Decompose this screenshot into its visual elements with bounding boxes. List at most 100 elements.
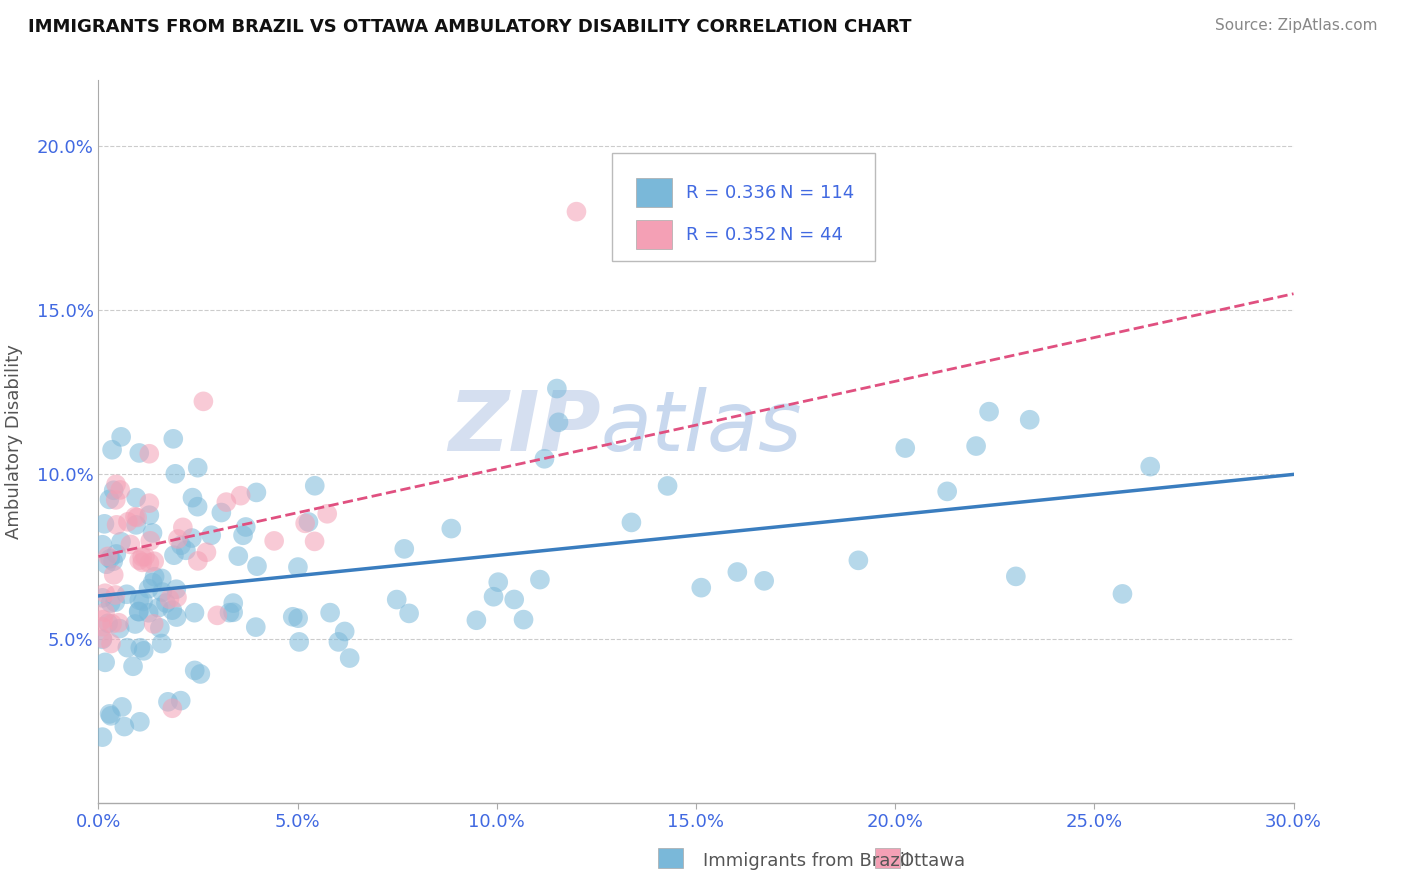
Point — [848, 553, 870, 567]
Point — [165, 582, 187, 597]
Point — [170, 538, 193, 552]
Point — [215, 495, 238, 509]
Point — [1018, 413, 1040, 427]
Point — [97, 616, 120, 631]
Point — [105, 547, 128, 561]
Point — [125, 517, 148, 532]
Point — [183, 664, 205, 678]
FancyBboxPatch shape — [613, 153, 876, 260]
Point — [108, 622, 131, 636]
Point — [316, 507, 339, 521]
Point — [1005, 569, 1028, 583]
Point — [100, 596, 122, 610]
Point — [103, 483, 125, 498]
Point — [503, 592, 526, 607]
Point — [754, 574, 776, 588]
Point — [287, 560, 309, 574]
Point — [690, 581, 713, 595]
Point — [281, 609, 304, 624]
Point — [245, 485, 267, 500]
Point — [104, 595, 127, 609]
Point — [263, 533, 285, 548]
Point — [128, 605, 150, 619]
Point — [98, 492, 121, 507]
Text: N = 114: N = 114 — [780, 184, 853, 202]
Point — [620, 516, 643, 530]
Point — [103, 554, 125, 568]
Point — [657, 479, 679, 493]
Point — [482, 590, 505, 604]
Point — [304, 479, 326, 493]
Point — [207, 608, 229, 623]
Point — [319, 606, 342, 620]
Point — [187, 460, 209, 475]
Point — [143, 569, 166, 583]
Point — [333, 624, 356, 639]
Point — [105, 517, 128, 532]
Bar — [875, 848, 900, 868]
Point — [150, 585, 173, 599]
Point — [894, 441, 917, 455]
Point — [294, 516, 316, 531]
Point — [328, 635, 350, 649]
Point — [174, 543, 197, 558]
Point — [128, 605, 150, 619]
Point — [138, 582, 160, 596]
Point — [104, 492, 127, 507]
Point — [94, 656, 117, 670]
Point — [128, 593, 150, 607]
Point — [529, 573, 551, 587]
Point — [98, 551, 121, 566]
Point — [104, 588, 127, 602]
Point — [91, 591, 114, 605]
Point — [117, 515, 139, 529]
Point — [232, 528, 254, 542]
Point — [125, 491, 148, 505]
Point — [142, 616, 165, 631]
Point — [115, 587, 138, 601]
Point — [170, 693, 193, 707]
Point — [124, 509, 146, 524]
Point — [129, 640, 152, 655]
Point — [139, 533, 162, 548]
Point — [142, 575, 165, 590]
Point — [222, 605, 245, 619]
Point — [122, 659, 145, 673]
Point — [1139, 459, 1161, 474]
Point — [339, 651, 361, 665]
Point — [107, 615, 129, 630]
Point — [100, 709, 122, 723]
Text: Immigrants from Brazil: Immigrants from Brazil — [703, 852, 910, 870]
Point — [163, 548, 186, 562]
Point — [94, 605, 117, 619]
Point — [200, 528, 222, 542]
Point — [977, 404, 1000, 418]
Point — [138, 508, 160, 523]
Point — [110, 430, 132, 444]
Point — [103, 568, 125, 582]
Point — [512, 613, 534, 627]
Point — [936, 484, 959, 499]
Point — [165, 467, 187, 481]
Point — [128, 446, 150, 460]
Point — [112, 720, 135, 734]
Point — [222, 596, 245, 610]
Point — [111, 699, 134, 714]
Point — [132, 644, 155, 658]
Point — [167, 532, 190, 546]
Point — [110, 534, 132, 549]
Point — [132, 594, 155, 608]
Point — [101, 442, 124, 457]
Point — [162, 432, 184, 446]
Point — [91, 730, 114, 744]
Point — [965, 439, 987, 453]
Point — [98, 706, 121, 721]
Text: Source: ZipAtlas.com: Source: ZipAtlas.com — [1215, 18, 1378, 33]
Point — [117, 640, 139, 655]
Point — [288, 635, 311, 649]
Point — [533, 451, 555, 466]
Text: Ottawa: Ottawa — [900, 852, 965, 870]
Point — [193, 394, 215, 409]
Point — [127, 510, 149, 524]
Text: atlas: atlas — [600, 386, 801, 467]
